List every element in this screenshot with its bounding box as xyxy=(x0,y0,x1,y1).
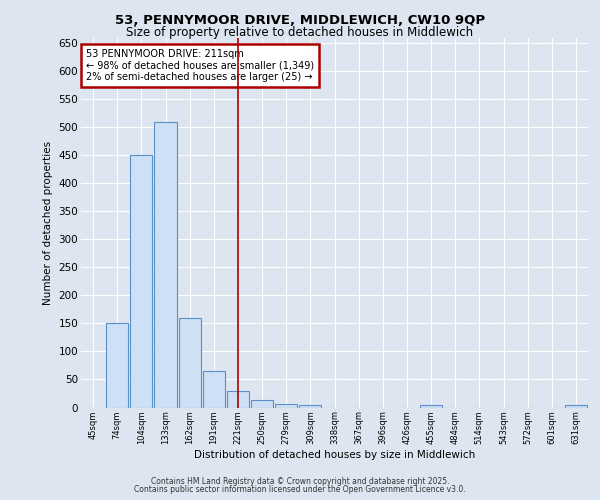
Text: Contains public sector information licensed under the Open Government Licence v3: Contains public sector information licen… xyxy=(134,485,466,494)
Bar xyxy=(420,404,442,407)
Bar xyxy=(130,155,152,407)
Bar xyxy=(154,122,176,408)
Bar xyxy=(106,324,128,407)
Bar xyxy=(179,318,201,408)
Text: Size of property relative to detached houses in Middlewich: Size of property relative to detached ho… xyxy=(127,26,473,39)
Bar xyxy=(251,400,273,407)
Text: 53 PENNYMOOR DRIVE: 211sqm
← 98% of detached houses are smaller (1,349)
2% of se: 53 PENNYMOOR DRIVE: 211sqm ← 98% of deta… xyxy=(86,48,314,82)
Bar xyxy=(299,404,322,407)
Text: Contains HM Land Registry data © Crown copyright and database right 2025.: Contains HM Land Registry data © Crown c… xyxy=(151,477,449,486)
Text: 53, PENNYMOOR DRIVE, MIDDLEWICH, CW10 9QP: 53, PENNYMOOR DRIVE, MIDDLEWICH, CW10 9Q… xyxy=(115,14,485,27)
X-axis label: Distribution of detached houses by size in Middlewich: Distribution of detached houses by size … xyxy=(194,450,475,460)
Bar xyxy=(275,404,298,407)
Bar xyxy=(227,390,249,407)
Y-axis label: Number of detached properties: Number of detached properties xyxy=(43,140,53,304)
Bar xyxy=(203,371,225,408)
Bar xyxy=(565,404,587,407)
